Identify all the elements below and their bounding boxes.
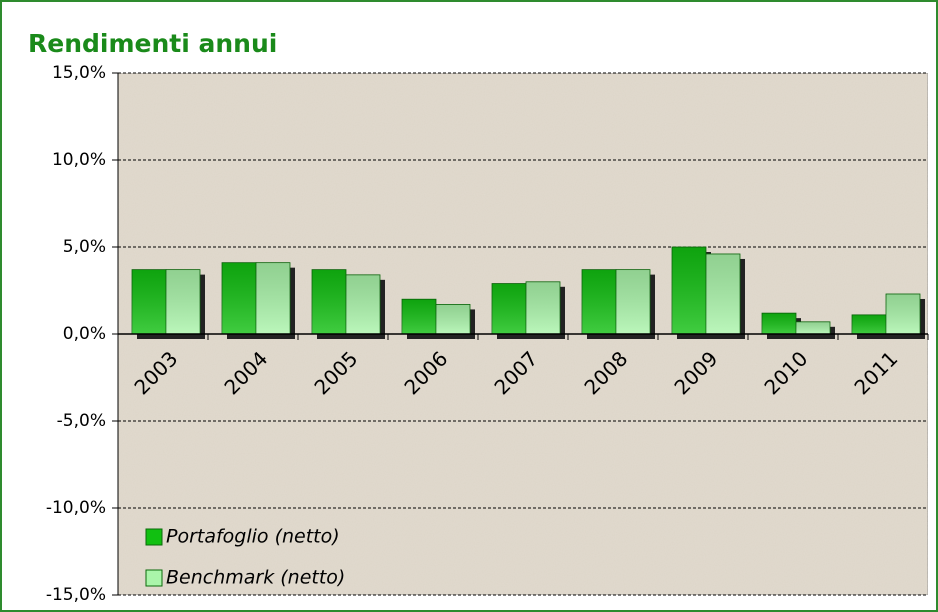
y-tick-label: 0,0% (63, 324, 106, 344)
bar-shade (582, 269, 616, 334)
bar-shade (616, 269, 650, 334)
bar-shade (166, 269, 200, 334)
legend-swatch (145, 528, 163, 546)
bar-shade (436, 304, 470, 334)
bar-shade (256, 262, 290, 334)
legend-swatch (145, 569, 163, 587)
bar-shade (402, 299, 436, 334)
bar-shade (886, 293, 920, 334)
y-tick-label: 5,0% (63, 237, 106, 257)
legend-label: Portafoglio (netto) (166, 526, 340, 548)
bar-shade (312, 269, 346, 334)
y-tick-label: -15,0% (46, 585, 106, 605)
y-tick-label: -10,0% (46, 498, 106, 518)
bar-shade (526, 281, 560, 334)
y-tick-label: 10,0% (52, 150, 106, 170)
bar-shade (346, 274, 380, 334)
bar-shade (222, 262, 256, 334)
bar-shade (762, 313, 796, 334)
bar-shade (672, 247, 706, 334)
bar-shade (796, 321, 830, 334)
y-tick-label: 15,0% (52, 63, 106, 83)
bar-shade (706, 253, 740, 334)
chart-title: Rendimenti annui (28, 29, 277, 58)
bar-shade (132, 269, 166, 334)
legend-label: Benchmark (netto) (166, 567, 345, 589)
y-tick-label: -5,0% (57, 411, 106, 431)
bar-shade (492, 283, 526, 334)
bar-shade (852, 314, 886, 334)
